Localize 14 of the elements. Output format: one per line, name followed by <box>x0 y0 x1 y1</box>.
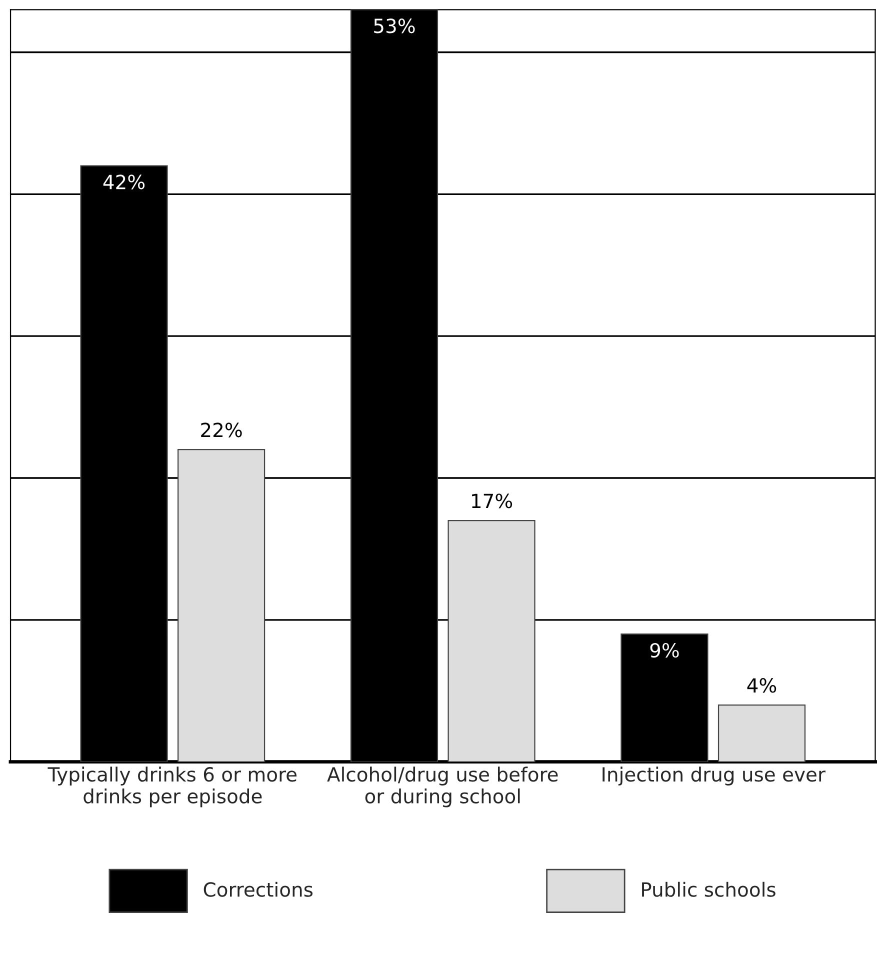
bar <box>448 520 536 762</box>
legend-label: Public schools <box>642 882 776 897</box>
data-label: 42% <box>103 174 145 190</box>
data-label: 4% <box>747 678 776 693</box>
data-label: 9% <box>650 642 679 658</box>
x-tick-label: Injection drug use ever <box>602 766 826 786</box>
data-label: 17% <box>472 494 512 508</box>
bar <box>178 449 266 762</box>
legend-label: Corrections <box>204 882 313 897</box>
data-label: 22% <box>201 422 242 438</box>
data-label: 53% <box>374 18 415 34</box>
bar <box>718 704 806 762</box>
x-tick-label: Typically drinks 6 or more drinks per episode <box>48 766 297 808</box>
x-tick-label: Alcohol/drug use before or during school <box>327 766 558 808</box>
